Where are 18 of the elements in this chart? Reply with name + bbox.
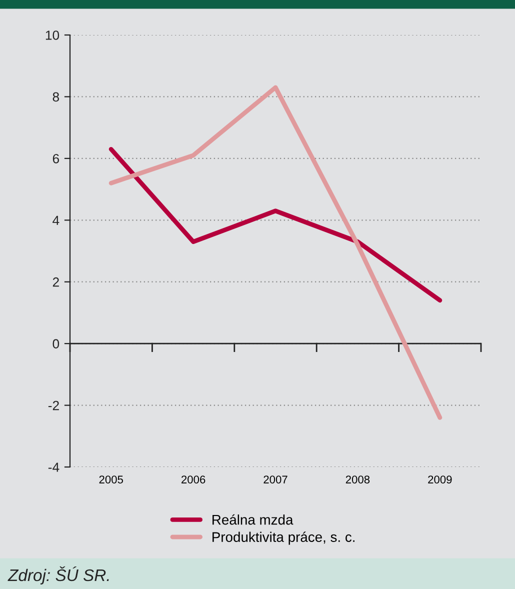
x-tick-label: 2007 [264,476,288,484]
x-tick-label: 2006 [182,476,206,484]
y-tick-label: 0 [52,339,60,348]
text: Zdroj: ŠÚ SR. [8,566,109,584]
line-series [108,85,442,420]
line-series [108,146,442,303]
y-tick-label: 2 [52,277,59,287]
y-tick-label: 6 [52,154,60,164]
legend-label: Produktivita práce, s. c. [212,532,354,545]
y-tick-label: -2 [48,400,59,410]
x-tick-label: 2008 [346,476,370,484]
y-tick-label: -4 [48,462,60,472]
y-tick-label: 8 [52,92,60,102]
x-tick-label: 2009 [428,476,452,484]
x-tick-label: 2005 [99,476,123,484]
y-tick-label: 10 [46,30,60,40]
y-tick-label: 4 [52,216,60,225]
legend-label: Reálna mzda [212,514,294,525]
